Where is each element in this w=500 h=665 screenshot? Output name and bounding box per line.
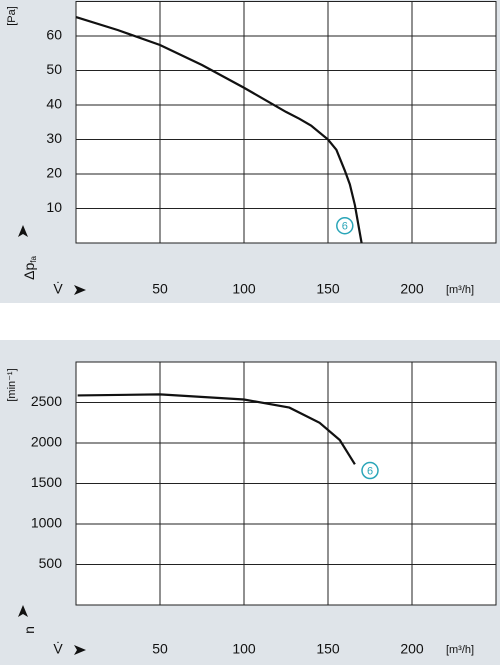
y-tick-label: 2000 — [31, 434, 62, 450]
y-axis-label: n — [21, 626, 37, 634]
y-tick-label: 2500 — [31, 393, 62, 409]
axis-arrow — [74, 645, 86, 655]
x-axis-label: V̇ — [53, 281, 63, 297]
axis-arrow — [18, 605, 28, 617]
y-tick-label: 1500 — [31, 474, 62, 490]
x-tick-label: 200 — [400, 281, 424, 297]
y-tick-label: 60 — [46, 27, 62, 43]
y-axis-label-main: Δp — [21, 263, 37, 280]
y-tick-label: 1000 — [31, 515, 62, 531]
line-series — [75, 15, 363, 244]
y-tick-label: 40 — [46, 96, 62, 112]
x-tick-label: 150 — [316, 641, 340, 657]
x-tick-label: 100 — [232, 281, 256, 297]
y-axis-label-sub: fa — [29, 256, 38, 263]
y-axis-label: Δpfa — [21, 256, 38, 280]
y-tick-label: 10 — [46, 199, 62, 215]
annotation-circle — [361, 461, 379, 480]
plot-area — [75, 1, 497, 244]
x-tick-label: 200 — [400, 641, 424, 657]
annotation: 6 — [342, 221, 348, 233]
annotation: 6 — [367, 465, 373, 477]
y-tick-label: 50 — [46, 61, 62, 77]
y-tick-label: 20 — [46, 165, 62, 181]
axis-arrow — [18, 225, 28, 237]
y-axis-label-main: n — [21, 626, 37, 634]
y-tick-label: 500 — [39, 555, 63, 571]
y-axis-unit: [min⁻¹] — [6, 368, 18, 401]
x-axis-unit: [m³/h] — [446, 644, 474, 656]
annotation-circle — [336, 217, 354, 235]
x-axis-label: V̇ — [53, 641, 63, 657]
x-tick-label: 50 — [152, 641, 168, 657]
x-tick-label: 150 — [316, 281, 340, 297]
line-series — [77, 393, 356, 465]
axis-arrow — [74, 285, 86, 295]
y-tick-label: 30 — [46, 130, 62, 146]
y-axis-unit: [Pa] — [6, 6, 18, 26]
x-axis-unit: [m³/h] — [446, 284, 474, 296]
x-tick-label: 100 — [232, 641, 256, 657]
x-tick-label: 50 — [152, 281, 168, 297]
